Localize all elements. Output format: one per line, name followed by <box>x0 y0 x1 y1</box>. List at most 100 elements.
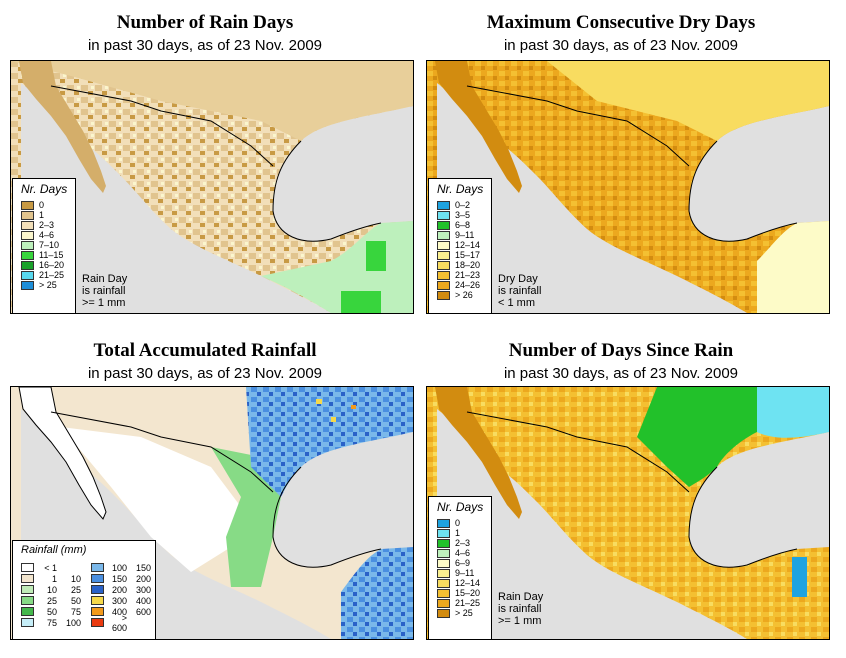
land-baja <box>19 61 106 193</box>
legend-label: 2–3 <box>39 220 55 230</box>
land-cyan-ne <box>757 387 829 438</box>
legend-swatch <box>437 608 450 618</box>
legend-item: 0–2 <box>437 200 491 210</box>
legend-item: 0 <box>21 200 75 210</box>
legend-item: 9–11 <box>437 568 491 578</box>
legend-label: 7–10 <box>39 240 60 250</box>
legend-range-low: 300 <box>111 595 127 606</box>
legend-item: 1 <box>437 528 491 538</box>
legend-item: 16–20 <box>21 260 75 270</box>
land-green-north <box>637 387 757 487</box>
legend-item: 15–20 <box>437 588 491 598</box>
legend-range-low: > 600 <box>111 612 127 633</box>
rain-day-note: Rain Day is rainfall >= 1 mm <box>82 273 127 309</box>
legend-item: 0 <box>437 518 491 528</box>
legend-swatch <box>91 574 104 583</box>
legend-label: 1 <box>39 210 45 220</box>
legend-items: 0 1 2–3 4–6 7–10 11–15 16–20 21–25 > 25 <box>13 200 75 290</box>
rain-day-note: Rain Day is rainfall >= 1 mm <box>498 591 543 627</box>
note-line: is rainfall <box>498 285 542 297</box>
legend-swatch <box>21 585 34 594</box>
legend-item: > 25 <box>21 280 75 290</box>
legend-swatch <box>91 585 104 594</box>
panel-dry-days: Maximum Consecutive Dry Days in past 30 … <box>416 0 830 318</box>
panel-title: Number of Days Since Rain <box>508 340 734 361</box>
legend-label: 1 <box>455 528 461 538</box>
legend-item: 2–3 <box>437 538 491 548</box>
legend-item: 1 10 <box>21 573 81 584</box>
legend-swatch <box>437 250 450 260</box>
legend-grid: < 1 1 10 10 25 25 50 50 75 75 100 100 150 150 200 200 3… <box>21 562 155 633</box>
panel-subtitle: in past 30 days, as of 23 Nov. 2009 <box>87 37 323 54</box>
legend-range-high: 300 <box>135 584 151 595</box>
legend-item: < 1 <box>21 562 81 573</box>
land-green-east <box>211 447 281 587</box>
legend-label: 11–15 <box>39 250 64 260</box>
legend-swatch <box>21 230 34 240</box>
legend-item: 400 600 <box>91 606 151 617</box>
legend-range-low: 10 <box>46 584 57 595</box>
legend-label: 9–11 <box>455 230 475 240</box>
note-line: Dry Day <box>498 273 538 285</box>
legend-item: 21–23 <box>437 270 491 280</box>
map-days-since-rain <box>426 386 830 640</box>
land-baja <box>18 387 107 520</box>
legend-swatch <box>21 260 34 270</box>
legend-range-high: 75 <box>70 606 81 617</box>
panel-rain-days: Number of Rain Days in past 30 days, as … <box>0 0 414 318</box>
legend-item: 1 <box>21 210 75 220</box>
legend-label: 18–20 <box>455 260 481 270</box>
legend-label: 12–14 <box>455 578 481 588</box>
legend-label: 21–25 <box>455 598 481 608</box>
legend-rain-days: Nr. Days 0 1 2–3 4–6 7–10 11–15 16–20 21–25 > 25 <box>12 178 76 314</box>
map-rain-days <box>10 60 414 314</box>
note-line: is rainfall <box>82 285 126 297</box>
legend-swatch <box>91 563 104 572</box>
legend-swatch <box>437 220 450 230</box>
legend-range-low: 1 <box>51 573 57 584</box>
legend-range-low: 50 <box>46 606 57 617</box>
coastline <box>688 140 798 242</box>
panel-subtitle: in past 30 days, as of 23 Nov. 2009 <box>87 365 323 382</box>
panel-days-since-rain: Number of Days Since Rain in past 30 day… <box>416 324 830 658</box>
note-line: >= 1 mm <box>498 615 542 627</box>
legend-item: 9–11 <box>437 230 491 240</box>
legend-item: 2–3 <box>21 220 75 230</box>
note-line: < 1 mm <box>498 297 535 309</box>
coastline <box>272 140 382 242</box>
legend-item: 200 300 <box>91 584 151 595</box>
legend-item: 75 100 <box>21 617 81 628</box>
legend-item: 6–8 <box>437 220 491 230</box>
note-line: >= 1 mm <box>82 297 126 309</box>
legend-range-high: 150 <box>135 562 151 573</box>
legend-title: Nr. Days <box>21 182 68 196</box>
legend-item: 11–15 <box>21 250 75 260</box>
legend-range-low: 150 <box>111 573 127 584</box>
map-svg <box>427 61 829 313</box>
legend-label: 0–2 <box>455 200 471 210</box>
legend-item: > 25 <box>437 608 491 618</box>
legend-item: 7–10 <box>21 240 75 250</box>
legend-swatch <box>21 270 34 280</box>
legend-item: 4–6 <box>21 230 75 240</box>
legend-item: 6–9 <box>437 558 491 568</box>
legend-title: Nr. Days <box>437 182 484 196</box>
legend-days-since-rain: Nr. Days 0 1 2–3 4–6 6–9 9–11 12–14 15–20 21–25 >… <box>428 496 492 640</box>
legend-swatch <box>21 618 34 627</box>
legend-swatch <box>21 240 34 250</box>
legend-range-low: < 1 <box>44 562 57 573</box>
legend-range-high: 50 <box>70 595 81 606</box>
legend-items: 0–2 3–5 6–8 9–11 12–14 15–17 18–20 21–23 24–26 > … <box>429 200 491 300</box>
legend-range-high: 400 <box>135 595 151 606</box>
legend-title: Nr. Days <box>437 500 484 514</box>
note-line: is rainfall <box>498 603 542 615</box>
map-svg <box>427 387 829 639</box>
legend-item: 12–14 <box>437 240 491 250</box>
legend-item: 150 200 <box>91 573 151 584</box>
map-svg <box>11 61 413 313</box>
legend-swatch <box>21 250 34 260</box>
legend-swatch <box>437 280 450 290</box>
legend-range-high: 600 <box>135 606 151 617</box>
border-us-mexico <box>50 85 274 167</box>
legend-label: 2–3 <box>455 538 471 548</box>
